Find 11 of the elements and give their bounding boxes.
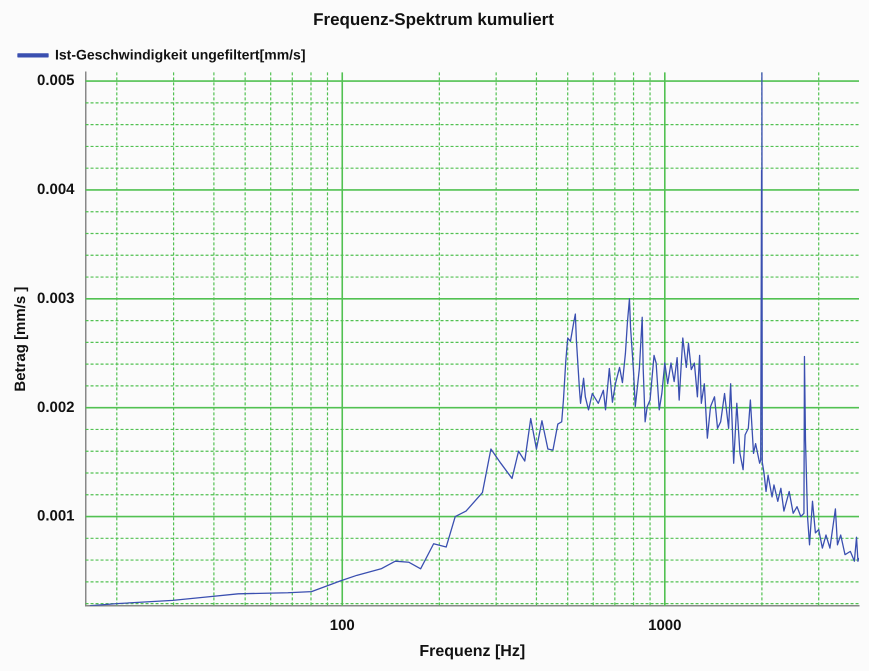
legend-label: Ist-Geschwindigkeit ungefiltert[mm/s]	[55, 46, 306, 62]
y-tick-label: 0.005	[36, 72, 75, 90]
y-tick-label: 0.004	[36, 181, 76, 198]
y-tick-label: 0.003	[36, 290, 75, 307]
x-tick-label: 1000	[648, 616, 682, 634]
y-tick-label: 0.001	[36, 508, 75, 525]
y-tick-label: 0.002	[36, 398, 75, 416]
x-axis-title: Frequenz [Hz]	[419, 642, 526, 660]
x-tick-label: 100	[330, 616, 355, 634]
y-axis-title: Betrag [mm/s ]	[12, 286, 30, 392]
chart-title: Frequenz-Spektrum kumuliert	[313, 10, 554, 29]
